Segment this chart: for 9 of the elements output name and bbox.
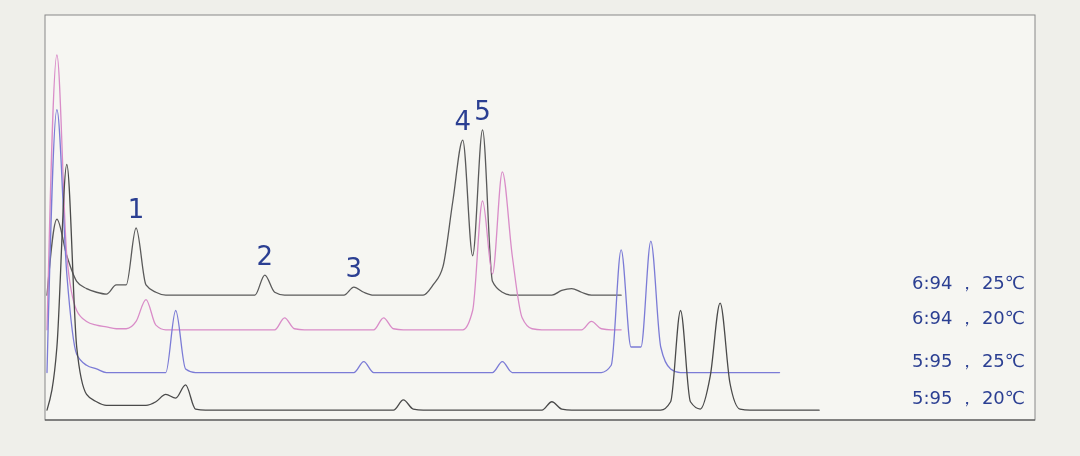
text: 6:94 ， 25℃ [912, 272, 1025, 294]
annotation: 2 [256, 241, 274, 272]
annotation: 5 [474, 95, 491, 126]
text: 6:94 ， 20℃ [912, 306, 1025, 328]
annotation: 4 [454, 106, 472, 137]
annotation: 1 [127, 194, 145, 225]
annotation: 3 [345, 253, 363, 284]
text: 5:95 ， 25℃ [912, 349, 1025, 371]
text: 5:95 ， 20℃ [912, 387, 1025, 409]
